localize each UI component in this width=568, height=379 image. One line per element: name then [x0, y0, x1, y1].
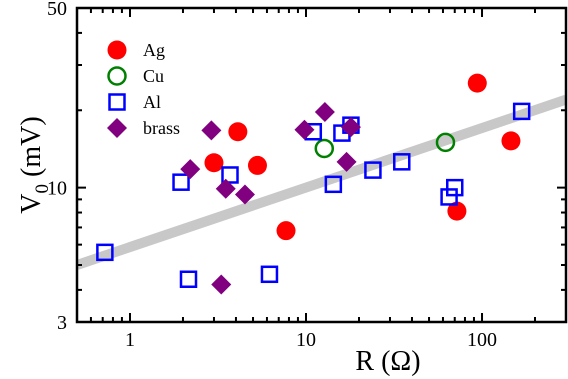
legend-label-Ag: Ag: [143, 40, 165, 60]
legend-label-Al: Al: [143, 92, 161, 112]
legend-marker-Al: [108, 93, 126, 111]
plot-frame: [75, 6, 568, 324]
y-axis-title-subscript: 0: [32, 184, 53, 194]
Al-point: [393, 153, 411, 171]
y-axis-title: V0 (mV): [16, 116, 53, 213]
brass-point: [211, 274, 232, 295]
Al-point: [446, 178, 464, 197]
Al-point: [324, 175, 343, 194]
y-axis-title-main: V: [16, 193, 47, 213]
Al-point: [260, 265, 279, 284]
Cu-point: [314, 138, 335, 159]
Ag-point: [467, 73, 487, 93]
Al-point: [364, 161, 382, 179]
brass-point: [215, 178, 236, 199]
x-tick-label: 10: [296, 329, 316, 351]
y-tick-label: 3: [57, 312, 67, 334]
x-tick-label: 1: [125, 329, 135, 351]
series-Ag: [204, 73, 521, 241]
y-axis-title-rest: (mV): [16, 116, 47, 184]
x-axis-title: R (Ω): [355, 346, 420, 377]
series-Cu: [314, 132, 456, 159]
Ag-point: [447, 201, 467, 221]
trend-line: [77, 94, 566, 270]
Ag-point: [501, 131, 521, 151]
legend-marker-Cu: [107, 66, 127, 86]
brass-point: [336, 151, 357, 172]
Al-point: [179, 270, 198, 289]
y-tick-label: 10: [47, 178, 67, 200]
legend: Ag Cu Al brass: [107, 40, 180, 138]
brass-point: [201, 120, 222, 141]
brass-point: [294, 119, 315, 140]
legend-marker-brass: [107, 118, 127, 138]
Al-point: [172, 173, 190, 191]
legend-label-Cu: Cu: [143, 66, 164, 86]
Ag-point: [247, 155, 267, 175]
Ag-point: [228, 122, 248, 142]
Al-point: [512, 102, 531, 121]
brass-point: [314, 101, 335, 122]
x-tick-label: 100: [467, 329, 497, 351]
series-brass: [180, 101, 361, 295]
y-tick-label: 50: [47, 0, 67, 20]
brass-point: [340, 117, 361, 138]
Al-point: [96, 243, 114, 262]
Al-point: [221, 166, 239, 184]
brass-point: [234, 184, 255, 205]
legend-label-brass: brass: [143, 118, 180, 138]
legend-marker-Ag: [107, 40, 127, 60]
brass-point: [180, 159, 201, 180]
series-Al: [96, 102, 531, 289]
Ag-point: [276, 221, 296, 241]
Al-point: [440, 188, 458, 206]
Ag-point: [204, 153, 224, 173]
Cu-point: [435, 132, 456, 153]
